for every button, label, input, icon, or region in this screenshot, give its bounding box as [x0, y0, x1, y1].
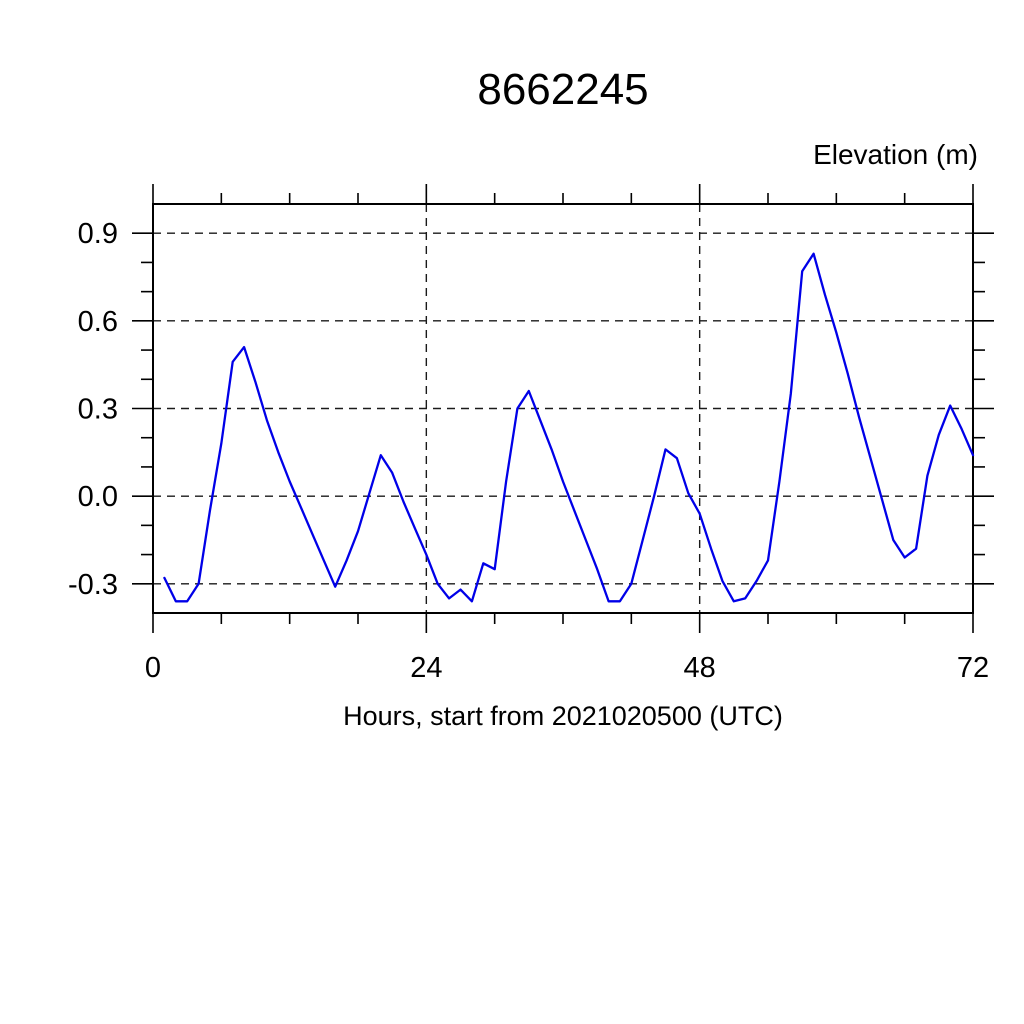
x-tick-label: 72 [957, 652, 989, 684]
x-tick-label: 0 [145, 652, 161, 684]
chart-title: 8662245 [477, 65, 649, 114]
x-tick-label: 24 [410, 652, 442, 684]
elevation-line [163, 252, 975, 603]
y-tick-label: 0.9 [78, 218, 118, 250]
y-tick-label: 0.3 [78, 394, 118, 426]
y-tick-label: 0.0 [78, 481, 118, 513]
x-axis-title: Hours, start from 2021020500 (UTC) [343, 701, 783, 731]
y-tick-label: -0.3 [68, 569, 118, 601]
x-tick-label: 48 [684, 652, 716, 684]
plot-frame [152, 203, 974, 614]
y-tick-label: 0.6 [78, 306, 118, 338]
y-axis-title: Elevation (m) [813, 139, 978, 170]
